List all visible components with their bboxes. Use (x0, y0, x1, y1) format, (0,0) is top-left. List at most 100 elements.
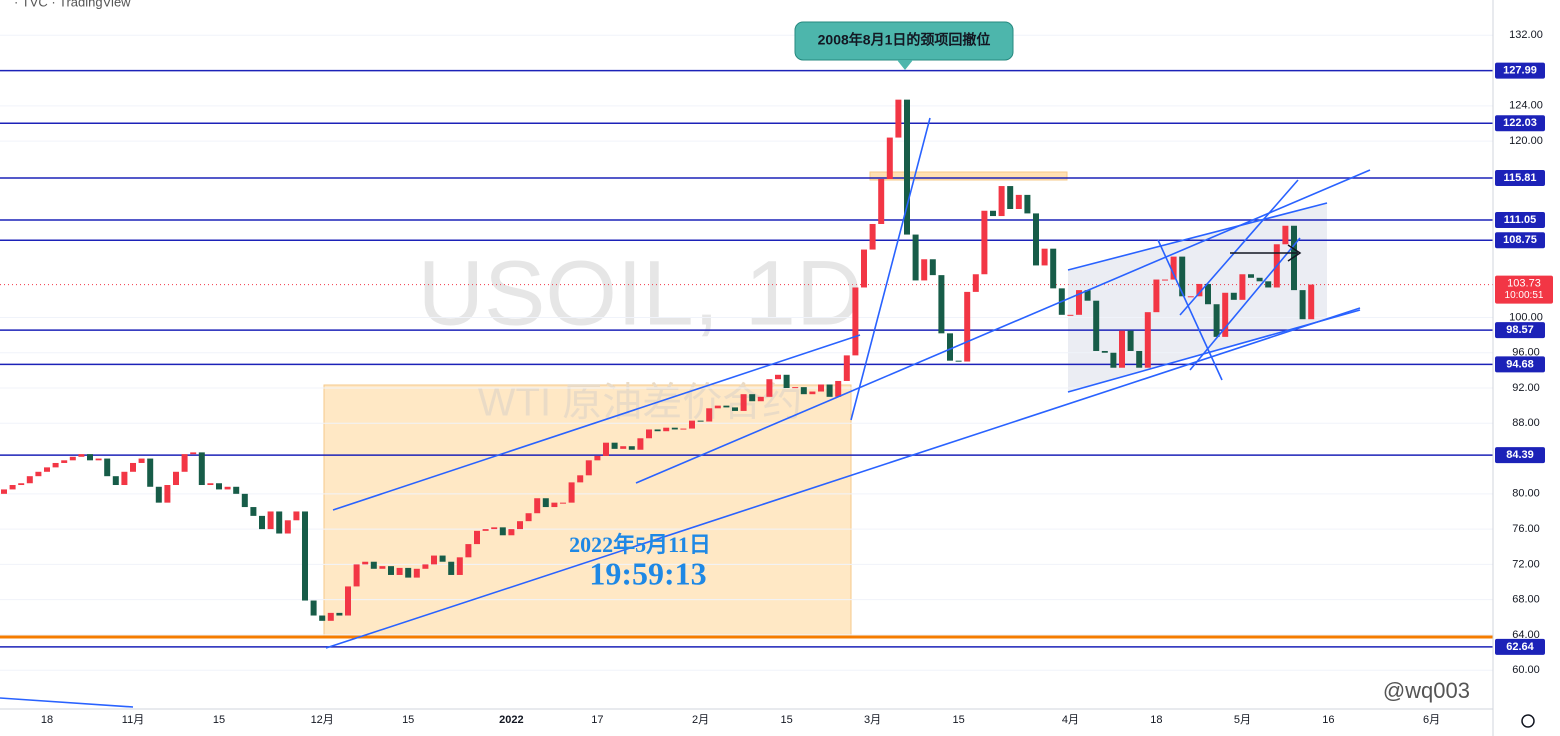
level-label: 94.68 (1506, 358, 1534, 370)
y-tick-label: 60.00 (1512, 664, 1540, 676)
candle-body (990, 210, 996, 217)
time-axis: 18 11月 15 12月 15 2022 17 2月 15 3月 15 4月 18 5月 16 6月 (41, 714, 1440, 726)
candle-body (1127, 330, 1134, 351)
candle-body (431, 555, 437, 565)
y-tick-label: 96.00 (1512, 347, 1540, 359)
candle-body (886, 137, 893, 180)
candle-body (224, 486, 231, 490)
candle-body (1, 489, 7, 494)
highlight-zone (323, 384, 852, 638)
candle-body (568, 482, 575, 503)
candle-body (818, 384, 824, 392)
candle-body (69, 456, 76, 461)
candle-body (895, 99, 902, 138)
candle-body (1196, 283, 1203, 297)
candle-body (1282, 225, 1289, 245)
last-price-label: 103.73 (1507, 277, 1541, 289)
candle-body (757, 396, 764, 402)
y-tick-label: 76.00 (1512, 523, 1540, 535)
candle-body (327, 612, 334, 621)
candle-body (499, 527, 506, 536)
last-price-box (1495, 275, 1553, 304)
candle-body (1213, 304, 1220, 337)
candle-body (1136, 350, 1143, 368)
y-tick-label: 64.00 (1512, 629, 1540, 641)
candle-body (302, 511, 308, 601)
y-tick-label: 68.00 (1512, 594, 1540, 606)
watermark: USOIL, 1D (418, 242, 863, 344)
y-tick-label: 124.00 (1509, 100, 1543, 112)
candle-body (26, 476, 33, 484)
credit: @wq003 (1383, 678, 1470, 703)
candle-body (491, 527, 498, 530)
candle-body (783, 374, 790, 389)
candle-body (388, 566, 394, 575)
candle-body (370, 561, 377, 569)
watermark-subtitle: WTI 原油差价合约 (478, 381, 802, 425)
candle-body (809, 391, 816, 395)
candle-body (525, 513, 532, 522)
candle-body (517, 521, 523, 530)
x-tick-label: 15 (780, 714, 792, 726)
candle-body (233, 486, 240, 494)
candle-body (1144, 312, 1151, 368)
trend-line (1157, 239, 1223, 381)
trend-line (1189, 237, 1301, 371)
candle-body (1187, 296, 1194, 298)
candle-body (964, 291, 971, 362)
candle-body (826, 384, 833, 397)
x-tick-label: 15 (213, 714, 225, 726)
candle-body (775, 374, 781, 380)
candle-body (534, 498, 541, 514)
candle-body (112, 476, 119, 486)
candle-body (1239, 274, 1246, 300)
y-tick-label: 100.00 (1509, 311, 1543, 323)
candle-body (766, 379, 773, 397)
level-label-box (1495, 232, 1545, 249)
candle-body (173, 471, 179, 486)
candle-body (585, 460, 592, 476)
header: · TVC · TradingView (14, 0, 131, 9)
level-label: 62.64 (1506, 641, 1534, 653)
annotation-text: 2008年8月1日的颈项回撤位 (818, 32, 991, 48)
trend-line (1179, 179, 1299, 316)
level-label: 127.99 (1503, 65, 1537, 77)
level-label-box (1495, 322, 1545, 339)
level-label-box (1495, 212, 1545, 229)
candle-body (276, 511, 283, 534)
candle-body (35, 471, 42, 477)
y-tick-label: 80.00 (1512, 488, 1540, 500)
candle-body (620, 446, 627, 449)
candle-body (551, 502, 558, 508)
candle-body (164, 485, 171, 503)
candle-body (336, 612, 343, 616)
candle-body (732, 407, 738, 411)
candle-body (155, 486, 162, 503)
x-tick-label: 18 (1150, 714, 1162, 726)
level-label: 111.05 (1504, 214, 1536, 226)
x-tick-label: 5月 (1234, 714, 1251, 726)
y-tick-label: 88.00 (1512, 417, 1540, 429)
candle-body (594, 455, 601, 461)
candle-body (714, 405, 721, 409)
x-tick-label: 15 (952, 714, 964, 726)
level-label-box (1495, 447, 1545, 464)
candle-body (104, 458, 111, 477)
candle-body (147, 458, 154, 487)
candle-body (800, 387, 807, 395)
candle-body (749, 394, 756, 402)
settings-icon[interactable] (1521, 714, 1535, 728)
candle-body (654, 429, 661, 432)
candle-body (1170, 256, 1177, 280)
candle-body (181, 454, 188, 472)
candle-body (1205, 283, 1211, 305)
candle-body (689, 420, 695, 429)
x-tick-label: 4月 (1062, 714, 1079, 726)
candle-body (706, 408, 713, 422)
trend-line (850, 117, 931, 421)
candle-body (448, 561, 455, 575)
x-tick-label: 2022 (499, 714, 523, 726)
candle-body (44, 467, 50, 472)
trend-line (1067, 309, 1361, 393)
